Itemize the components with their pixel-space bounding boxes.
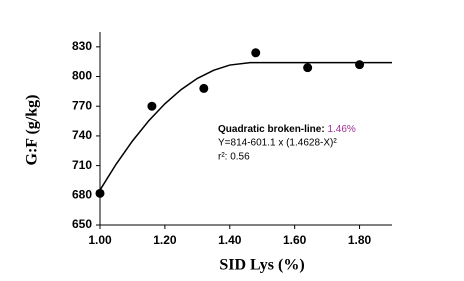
x-tick-label: 1.20 [153, 233, 177, 247]
x-tick-label: 1.60 [283, 233, 307, 247]
data-point [251, 48, 261, 58]
data-point [199, 83, 209, 93]
data-point [303, 63, 313, 73]
annotation-value: 1.46% [327, 124, 355, 135]
fit-line [99, 61, 392, 191]
data-point [95, 188, 105, 198]
x-tick-label: 1.00 [88, 233, 112, 247]
y-tick-label: 830 [72, 39, 92, 53]
y-tick-label: 710 [72, 158, 92, 172]
y-tick-label: 650 [72, 217, 92, 231]
annotation-label: Quadratic broken-line: 1.46% [218, 124, 356, 135]
data-point [355, 60, 365, 70]
y-tick-label: 680 [72, 187, 92, 201]
data-point [147, 101, 157, 111]
x-tick-label: 1.80 [348, 233, 372, 247]
annotation-r2: r²: 0.56 [218, 152, 250, 163]
x-tick-label: 1.40 [218, 233, 242, 247]
y-axis-title: G:F (g/kg) [24, 95, 41, 166]
y-tick-label: 770 [72, 98, 92, 112]
x-axis-title: SID Lys (%) [219, 257, 304, 274]
annotation-label-text: Quadratic broken-line: [218, 124, 325, 135]
y-tick-label: 800 [72, 69, 92, 83]
annotation-equation: Y=814-601.1 x (1.4628-X)² [218, 138, 337, 149]
y-tick-label: 740 [72, 128, 92, 142]
